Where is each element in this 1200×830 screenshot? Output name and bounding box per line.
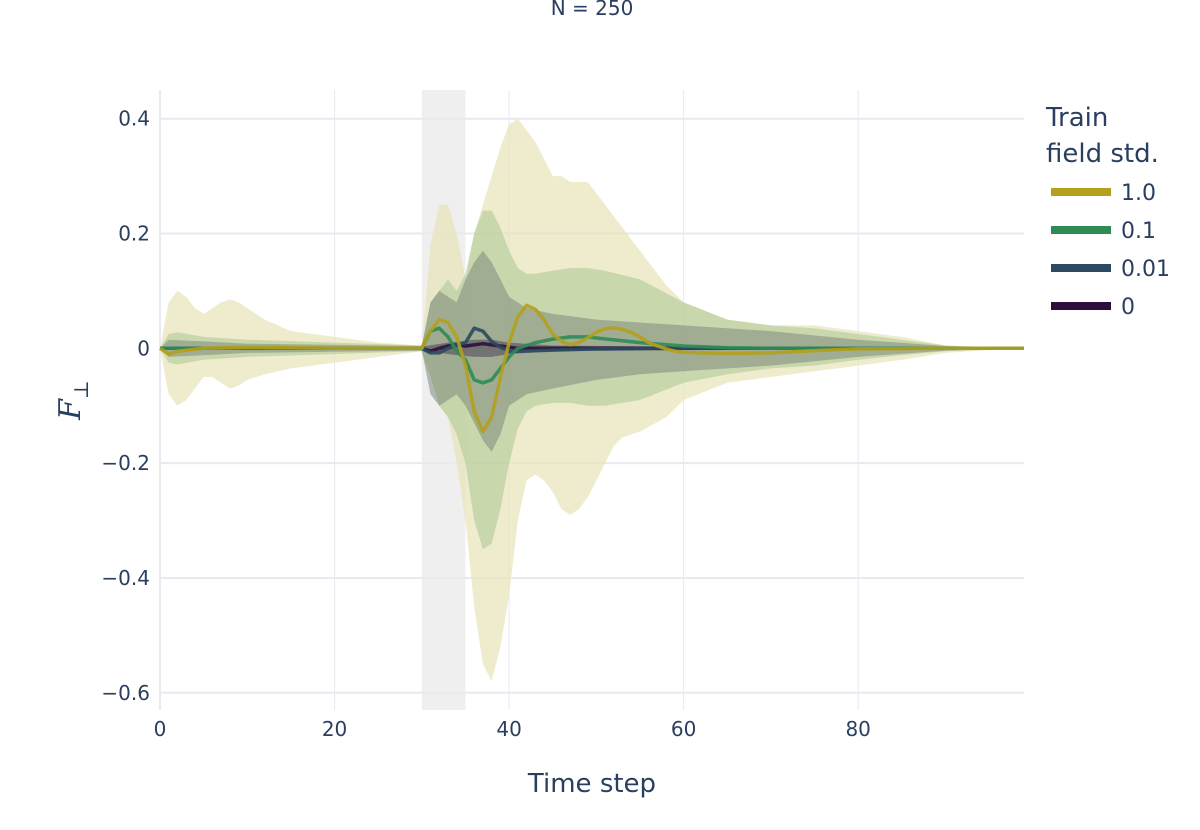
x-tick-label: 80	[845, 717, 870, 741]
y-tick-label: 0	[137, 336, 150, 360]
y-tick-label: −0.4	[101, 566, 150, 590]
y-axis-title-main: F	[53, 398, 88, 421]
x-tick-label: 40	[496, 717, 521, 741]
y-tick-label: −0.2	[101, 451, 150, 475]
line-series-1-0	[159, 303, 1024, 434]
x-tick-label: 0	[154, 717, 167, 741]
x-axis-title: Time step	[527, 769, 656, 799]
band-series-0-01	[160, 250, 1024, 452]
legend-title: Train field std.	[1045, 103, 1159, 169]
chart-subtitle: N = 250	[551, 0, 634, 20]
x-axis-ticks: 0 20 40 60 80	[154, 717, 871, 741]
legend: Train field std. 1.0 0.1 0.01 0	[1045, 103, 1170, 320]
legend-label: 1.0	[1121, 181, 1156, 206]
legend-label: 0.1	[1121, 219, 1156, 244]
legend-label: 0	[1121, 295, 1135, 320]
y-tick-label: 0.4	[118, 107, 150, 131]
y-axis-title-subscript: ⊥	[69, 380, 93, 399]
x-tick-label: 20	[322, 717, 347, 741]
legend-title-line-1: Train	[1045, 103, 1108, 133]
svg-text:F⊥: F⊥	[53, 380, 93, 421]
line-series-0	[160, 341, 1024, 353]
legend-title-line-2: field std.	[1046, 139, 1159, 169]
y-tick-label: −0.6	[101, 681, 150, 705]
legend-label: 0.01	[1121, 257, 1170, 282]
y-tick-label: 0.2	[118, 222, 150, 246]
legend-items: 1.0 0.1 0.01 0	[1051, 181, 1170, 320]
y-axis-ticks: 0.4 0.2 0 −0.2 −0.4 −0.6	[101, 107, 150, 705]
x-tick-label: 60	[671, 717, 696, 741]
series-lines	[159, 303, 1024, 434]
y-axis-title: F⊥	[53, 380, 93, 421]
